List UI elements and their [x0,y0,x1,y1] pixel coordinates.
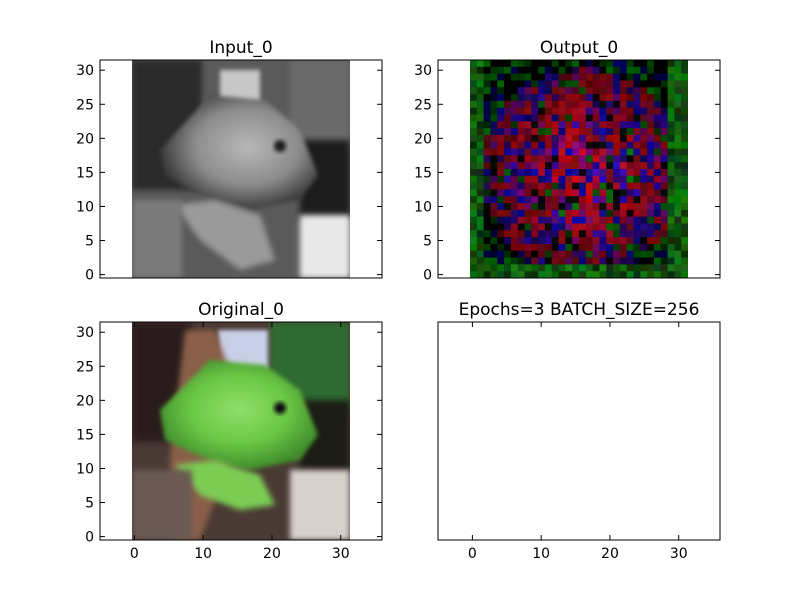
y-tick-label: 5 [85,496,94,512]
y-tick-label: 15 [76,165,94,181]
y-tick-label: 30 [414,63,432,79]
y-tick-label: 10 [414,199,432,215]
panel-title: Output_0 [540,38,618,58]
x-tick-label: 30 [670,546,688,562]
axis-ticks: 0 5 10 15 20 25 30 [76,63,382,284]
y-tick-label: 0 [85,268,94,284]
x-tick-label: 10 [532,546,550,562]
y-tick-label: 15 [76,427,94,443]
output-image [470,60,688,278]
x-tick-label: 20 [263,546,281,562]
input-image [132,60,350,278]
y-tick-label: 0 [85,530,94,546]
original-image [132,322,350,540]
y-tick-label: 30 [76,325,94,341]
y-tick-label: 5 [85,234,94,250]
output-noise [470,60,688,278]
y-tick-label: 20 [414,131,432,147]
y-tick-label: 20 [76,393,94,409]
panel-title: Epochs=3 BATCH_SIZE=256 [459,300,700,320]
y-tick-label: 10 [76,199,94,215]
x-tick-label: 20 [601,546,619,562]
axes-frame [437,321,721,541]
panel-original: Original_0 0 5 10 15 20 25 30 0 10 20 30 [76,300,383,562]
x-tick-label: 30 [332,546,350,562]
panel-training-info: Epochs=3 BATCH_SIZE=256 0 10 20 30 [437,300,721,562]
x-tick-label: 10 [194,546,212,562]
panel-title: Input_0 [209,38,272,58]
axis-ticks: 0 5 10 15 20 25 30 0 10 20 30 [76,322,382,562]
axis-ticks: 0 10 20 30 [468,322,688,562]
panel-input: Input_0 0 5 10 15 20 25 30 [76,38,383,284]
x-tick-label: 0 [130,546,139,562]
y-tick-label: 25 [414,97,432,113]
y-tick-label: 30 [76,63,94,79]
x-tick-label: 0 [468,546,477,562]
axes-frame [437,59,721,279]
panel-title: Original_0 [198,300,284,320]
panel-output: Output_0 0 5 10 15 20 25 30 [414,38,721,284]
y-tick-label: 25 [76,97,94,113]
y-tick-label: 0 [423,268,432,284]
y-tick-label: 15 [414,165,432,181]
y-tick-label: 25 [76,359,94,375]
y-tick-label: 5 [423,234,432,250]
axes-frame [99,321,383,541]
axes-frame [99,59,383,279]
axis-ticks: 0 5 10 15 20 25 30 [414,63,720,284]
y-tick-label: 10 [76,461,94,477]
y-tick-label: 20 [76,131,94,147]
